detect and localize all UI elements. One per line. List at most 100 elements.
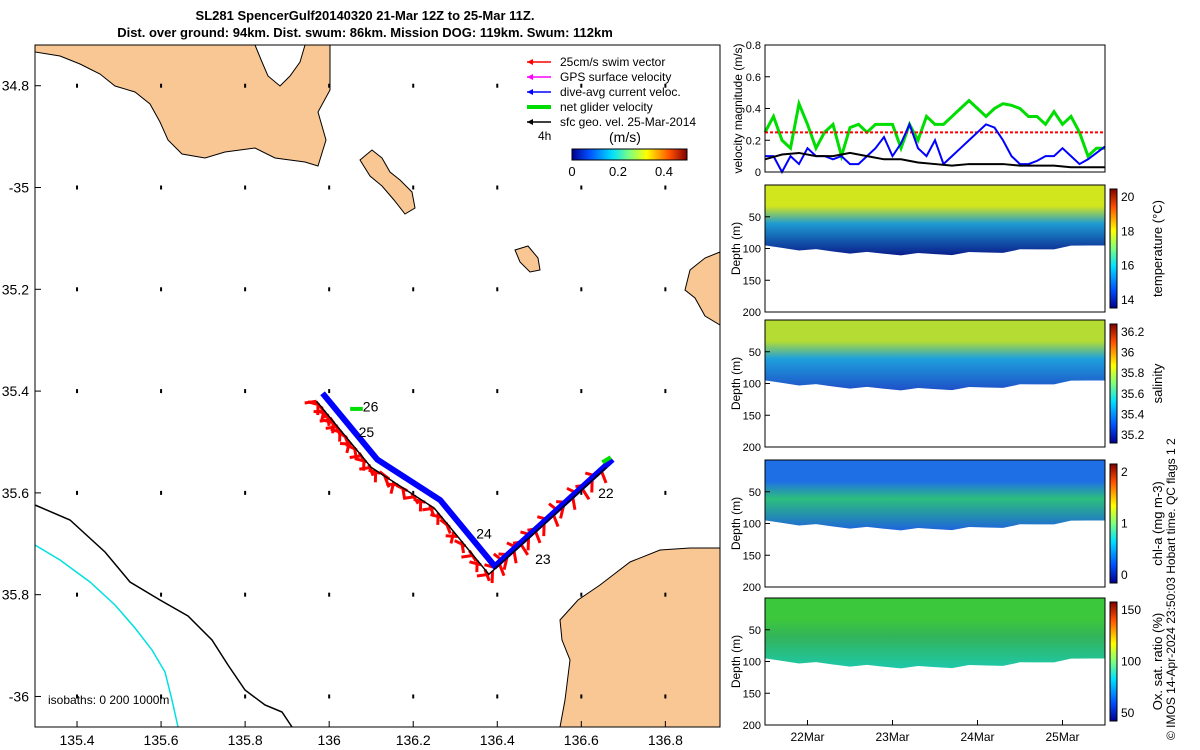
map-colorbar-tick-label: 0.2 bbox=[609, 164, 627, 179]
grid-marker bbox=[160, 592, 163, 597]
profile-colorbar-tick-label: 14 bbox=[1121, 293, 1135, 307]
legend-label: sfc geo. vel. 25-Mar-2014 bbox=[560, 115, 696, 129]
grid-marker bbox=[328, 287, 331, 292]
island-east bbox=[359, 149, 416, 215]
profile-colorbar-tick-label: 100 bbox=[1121, 655, 1141, 669]
grid-marker bbox=[76, 694, 79, 699]
profile-section-fill bbox=[765, 320, 1105, 391]
profile-y-tick-label: 50 bbox=[749, 212, 761, 224]
profile-colorbar-label: salinity bbox=[1150, 363, 1165, 403]
grid-marker bbox=[160, 694, 163, 699]
swim-vector bbox=[404, 495, 417, 500]
profile-y-tick-label: 100 bbox=[743, 244, 761, 256]
grid-marker bbox=[244, 287, 247, 292]
land-north bbox=[34, 44, 331, 167]
velocity-y-tick-label: 0.6 bbox=[746, 72, 761, 84]
grid-marker bbox=[496, 389, 499, 394]
land-east bbox=[684, 251, 721, 326]
profile-colorbar-label: Ox. sat. ratio (%) bbox=[1150, 613, 1165, 711]
velocity-series-line bbox=[763, 98, 1105, 162]
grid-marker bbox=[664, 185, 667, 190]
side-caption: © IMOS 14-Apr-2024 23:50:03 Hobart time.… bbox=[1164, 438, 1178, 740]
grid-marker bbox=[76, 389, 79, 394]
grid-marker bbox=[160, 389, 163, 394]
legend-label: dive-avg current veloc. bbox=[560, 85, 681, 99]
isobath-label: isobaths: 0 200 1000m bbox=[48, 693, 169, 707]
figure-title-line-1: SL281 SpencerGulf20140320 21-Mar 12Z to … bbox=[195, 8, 535, 23]
grid-marker bbox=[328, 389, 331, 394]
legend-arrowhead bbox=[527, 74, 533, 80]
grid-marker bbox=[664, 287, 667, 292]
map-y-tick-label: 35.2 bbox=[2, 281, 29, 297]
day-label: 22 bbox=[598, 485, 614, 501]
grid-marker bbox=[664, 694, 667, 699]
grid-marker bbox=[664, 592, 667, 597]
swim-vector bbox=[430, 513, 443, 520]
profile-colorbar-label: temperature (°C) bbox=[1150, 200, 1165, 297]
profile-colorbar-tick-label: 16 bbox=[1121, 259, 1135, 273]
swim-vector bbox=[445, 534, 458, 539]
grid-marker bbox=[580, 83, 583, 88]
grid-marker bbox=[76, 83, 79, 88]
swim-vector bbox=[359, 465, 372, 471]
grid-marker bbox=[244, 185, 247, 190]
map-axes-frame bbox=[34, 44, 721, 728]
profile-colorbar-tick-label: 0 bbox=[1121, 568, 1128, 582]
profile-y-tick-label: 200 bbox=[743, 720, 761, 732]
swim-vector bbox=[600, 471, 608, 484]
swim-vector bbox=[498, 563, 506, 577]
grid-marker bbox=[664, 83, 667, 88]
map-x-tick-label: 136.6 bbox=[564, 732, 599, 748]
map-colorbar-label: (m/s) bbox=[609, 129, 641, 145]
map-x-tick-label: 135.8 bbox=[228, 732, 263, 748]
legend-arrowhead bbox=[527, 119, 533, 125]
grid-marker bbox=[412, 389, 415, 394]
grid-marker bbox=[412, 83, 415, 88]
swim-vector bbox=[571, 497, 577, 511]
profile-x-tick-label: 22Mar bbox=[790, 730, 824, 744]
map-colorbar-tick-label: 0.4 bbox=[655, 164, 673, 179]
grid-marker bbox=[160, 185, 163, 190]
profile-colorbar-tick-label: 2 bbox=[1121, 465, 1128, 479]
swim-vector bbox=[422, 506, 435, 512]
profile-colorbar-tick-label: 35.8 bbox=[1121, 366, 1145, 380]
map-y-tick-label: 35.8 bbox=[2, 587, 29, 603]
swim-vector bbox=[476, 572, 490, 578]
map-colorbar-corner-label: 4h bbox=[538, 129, 551, 143]
profile-y-tick-label: 150 bbox=[743, 275, 761, 287]
swim-vector bbox=[581, 488, 591, 501]
profile-colorbar-tick-label: 35.2 bbox=[1121, 428, 1145, 442]
island-small bbox=[514, 245, 541, 273]
swim-vector bbox=[339, 441, 353, 446]
profile-colorbar-tick-label: 20 bbox=[1121, 190, 1135, 204]
legend-label: 25cm/s swim vector bbox=[560, 55, 665, 69]
legend-label: GPS surface velocity bbox=[560, 70, 671, 84]
swim-vector bbox=[322, 418, 335, 425]
legend-arrowhead bbox=[527, 59, 533, 65]
day-label: 26 bbox=[363, 398, 379, 414]
swim-vector bbox=[461, 553, 474, 559]
grid-marker bbox=[580, 694, 583, 699]
day-label: 24 bbox=[476, 526, 492, 542]
profile-x-tick-label: 23Mar bbox=[875, 730, 909, 744]
map-colorbar-tick-label: 0 bbox=[568, 164, 575, 179]
velocity-y-tick-label: 0 bbox=[755, 167, 761, 179]
swim-vector bbox=[559, 506, 565, 519]
inlet-north bbox=[254, 44, 306, 87]
profile-colorbar-tick-label: 1 bbox=[1121, 517, 1128, 531]
profile-section-fill bbox=[765, 460, 1105, 531]
swim-vector bbox=[386, 482, 399, 487]
profile-colorbar-tick-label: 35.6 bbox=[1121, 387, 1145, 401]
profile-colorbar bbox=[1109, 188, 1118, 309]
figure-title-line-2: Dist. over ground: 94km. Dist. swum: 86k… bbox=[117, 25, 613, 40]
profile-colorbar bbox=[1109, 601, 1118, 722]
glider-track bbox=[315, 400, 608, 576]
map-x-tick-label: 135.6 bbox=[144, 732, 179, 748]
grid-marker bbox=[160, 490, 163, 495]
grid-marker bbox=[412, 490, 415, 495]
grid-marker bbox=[328, 592, 331, 597]
legend-label: net glider velocity bbox=[560, 100, 653, 114]
profile-y-tick-label: 200 bbox=[743, 442, 761, 454]
